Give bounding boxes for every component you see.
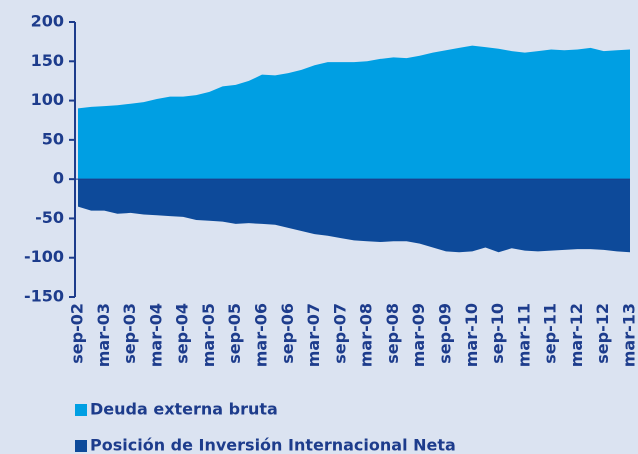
x-tick-label: sep-09 bbox=[436, 303, 455, 364]
area bbox=[78, 45, 630, 180]
x-tick-label: sep-02 bbox=[68, 303, 87, 364]
legend-label: Deuda externa bruta bbox=[90, 400, 278, 419]
x-tick-label: sep-12 bbox=[593, 303, 612, 364]
legend-label: Posición de Inversión Internacional Neta bbox=[90, 436, 456, 454]
x-tick-label: sep-11 bbox=[541, 303, 560, 364]
x-tick-label: mar-03 bbox=[94, 303, 113, 367]
legend-swatch bbox=[75, 404, 87, 416]
y-tick-label: -50 bbox=[35, 208, 64, 227]
y-tick-label: -150 bbox=[24, 287, 64, 306]
x-tick-label: mar-04 bbox=[146, 303, 165, 367]
x-tick-label: sep-07 bbox=[330, 303, 349, 364]
y-tick-label: 150 bbox=[31, 51, 64, 70]
y-tick-label: 0 bbox=[53, 169, 64, 188]
x-tick-label: mar-08 bbox=[357, 303, 376, 367]
x-tick-label: mar-12 bbox=[567, 303, 586, 367]
legend-swatch bbox=[75, 440, 87, 452]
x-tick-label: sep-06 bbox=[278, 303, 297, 364]
x-tick-label: mar-05 bbox=[199, 303, 218, 367]
y-tick-label: 50 bbox=[42, 129, 64, 148]
x-tick-label: mar-07 bbox=[304, 303, 323, 367]
x-tick-label: sep-04 bbox=[173, 303, 192, 364]
x-tick-label: sep-08 bbox=[383, 303, 402, 364]
x-tick-label: mar-10 bbox=[462, 303, 481, 367]
x-tick-label: mar-06 bbox=[252, 303, 271, 367]
x-tick-label: sep-05 bbox=[225, 303, 244, 364]
x-tick-label: sep-03 bbox=[120, 303, 139, 364]
x-tick-label: mar-13 bbox=[620, 303, 638, 367]
y-tick-label: 200 bbox=[31, 12, 64, 31]
x-tick-label: mar-09 bbox=[409, 303, 428, 367]
y-tick-label: -100 bbox=[24, 247, 64, 266]
y-tick-label: 100 bbox=[31, 90, 64, 109]
x-tick-label: sep-10 bbox=[488, 303, 507, 364]
area bbox=[78, 179, 630, 253]
x-tick-label: mar-11 bbox=[514, 303, 533, 367]
